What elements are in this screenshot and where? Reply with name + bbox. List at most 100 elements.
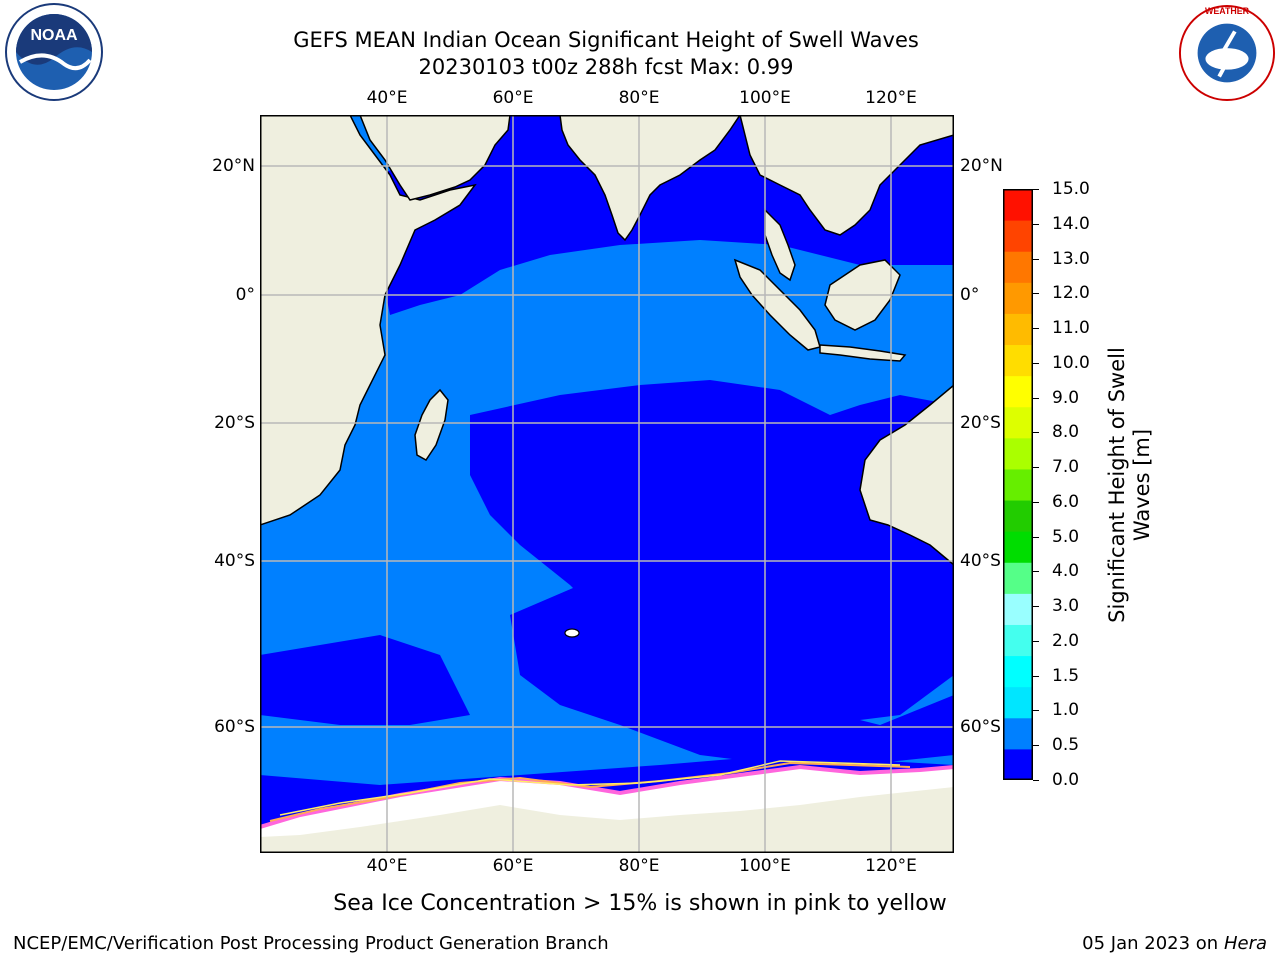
colorbar-segment [1003,686,1033,719]
swell-low-south [510,575,954,765]
colorbar-segment [1003,717,1033,750]
colorbar-tick-label: 11.0 [1052,318,1090,339]
sea-ice-edge-yellow [279,760,901,816]
colorbar-tick-label: 1.5 [1052,665,1080,686]
colorbar-tick-mark [1033,432,1039,434]
lon-tick-top: 100°E [739,88,791,108]
colorbar-tick-mark [1033,328,1039,330]
colorbar-tick-mark [1033,467,1039,469]
colorbar-segment [1003,189,1033,221]
swell-height-map [260,115,954,853]
noaa-logo-icon: NOAA [5,3,103,101]
colorbar-tick-label: 15.0 [1052,179,1090,199]
colorbar-segment [1003,655,1033,688]
lon-tick-top: 60°E [492,88,534,108]
colorbar-tick-mark [1033,710,1039,712]
colorbar-tick-mark [1033,223,1039,225]
footer-left: NCEP/EMC/Verification Post Processing Pr… [13,933,609,954]
colorbar-segment [1003,313,1033,346]
map-graticule [260,115,954,853]
land-australia [859,384,954,566]
colorbar-segment [1003,468,1033,501]
lat-tick-left: 0° [235,285,255,305]
nws-logo: WEATHER [1178,4,1276,106]
swell-mid-west-patch [405,315,490,370]
footer-right: 05 Jan 2023 on Hera [1082,933,1267,954]
svg-text:WEATHER: WEATHER [1205,6,1250,16]
land-southeast-asia [739,115,954,236]
colorbar-tick-mark [1033,675,1039,677]
map-border [260,115,954,853]
lon-tick-bottom: 80°E [618,856,660,876]
colorbar-border [1003,189,1033,780]
swell-low-south-west [260,635,470,725]
colorbar-tick-mark [1033,571,1039,573]
colorbar-segment [1003,562,1033,594]
land-india [559,115,741,242]
lon-tick-bottom: 60°E [492,856,534,876]
land-arabia [359,115,511,201]
colorbar-tick-mark [1033,536,1039,538]
colorbar-segment [1003,251,1033,283]
footer-host: Hera [1223,933,1267,954]
nws-logo-icon: WEATHER [1178,4,1276,102]
colorbar-tick-mark [1033,293,1039,295]
colorbar-tick-label: 0.5 [1052,735,1080,756]
colorbar-tick-label: 10.0 [1052,352,1090,373]
colorbar-tick-label: 4.0 [1052,561,1080,582]
colorbar-tick-mark [1033,606,1039,608]
colorbar-segment [1003,593,1033,625]
colorbar-segment [1003,437,1033,470]
land-java [819,344,907,362]
colorbar-tick-label: 0.0 [1052,770,1080,790]
lon-tick-bottom: 120°E [865,856,917,876]
colorbar-tick-mark [1033,362,1039,364]
colorbar-tick-label: 3.0 [1052,596,1080,617]
colorbar-segment [1003,344,1033,377]
sea-ice-caption: Sea Ice Concentration > 15% is shown in … [333,891,947,916]
colorbar-segment [1003,282,1033,314]
colorbar-tick-label: 7.0 [1052,457,1080,478]
colorbar-tick-label: 8.0 [1052,422,1080,443]
noaa-logo: NOAA [4,2,104,106]
colorbar-tick-mark [1033,397,1039,399]
lat-tick-left: 20°N [212,156,255,176]
colorbar-tick-mark [1033,501,1039,503]
colorbar-tick-mark [1033,258,1039,260]
colorbar-segment [1003,500,1033,532]
lon-tick-top: 40°E [366,88,408,108]
colorbar-segment [1003,406,1033,439]
chart-title-line1: GEFS MEAN Indian Ocean Significant Heigh… [293,28,919,52]
chart-title-line2: 20230103 t00z 288h fcst Max: 0.99 [418,55,794,79]
colorbar-segment [1003,375,1033,408]
swell-low-mid [470,380,954,725]
land-kerguelen [564,628,580,638]
colorbar-title: Significant Height of Swell Waves [m] [1105,325,1155,645]
lat-tick-right: 40°S [960,551,1001,571]
lat-tick-right: 60°S [960,717,1001,737]
colorbar-tick-label: 5.0 [1052,526,1080,547]
colorbar-segment [1003,624,1033,657]
colorbar-tick-label: 6.0 [1052,491,1080,512]
colorbar-tick-label: 13.0 [1052,248,1090,269]
colorbar-segment [1003,531,1033,563]
colorbar-tick-label: 1.0 [1052,700,1080,721]
colorbar-tick-mark [1033,745,1039,747]
lat-tick-left: 20°S [214,413,255,433]
colorbar-tick-mark [1033,189,1039,190]
land-madagascar [414,388,449,461]
lat-tick-right: 0° [960,285,980,305]
colorbar [1003,189,1033,780]
svg-text:NOAA: NOAA [30,27,78,44]
colorbar-segment [1003,748,1033,780]
swell-mid-equatorial [480,247,880,385]
colorbar-tick-label: 2.0 [1052,630,1080,651]
lon-tick-bottom: 40°E [366,856,408,876]
sea-ice-white [260,767,954,837]
land-malay-peninsula [764,208,796,282]
colorbar-tick-label: 14.0 [1052,213,1090,234]
colorbar-title-line1: Significant Height of Swell [1105,347,1129,623]
lat-tick-right: 20°N [960,156,1003,176]
footer-date: 05 Jan 2023 on [1082,933,1224,954]
colorbar-tick-mark [1033,780,1039,781]
